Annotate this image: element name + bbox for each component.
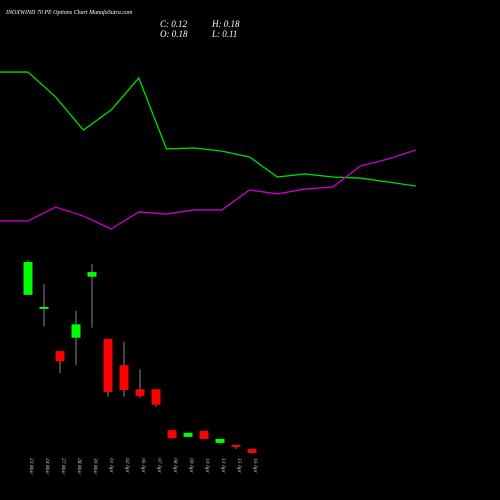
x-tick-label: 06 Apr <box>140 458 146 474</box>
candle-body <box>151 389 161 405</box>
x-tick-label: 09 Apr <box>188 458 194 474</box>
x-tick-label: 02 Apr <box>124 458 130 474</box>
x-tick-label: 01 Apr <box>108 458 114 474</box>
x-tick-label: 27 Mar <box>60 458 66 475</box>
x-tick-label: 16 Apr <box>252 458 258 474</box>
x-tick-label: 23 Mar <box>28 458 34 475</box>
chart-title: INOXWIND 70 PE Options Chart MunafaSutra… <box>5 9 133 16</box>
candle-body <box>119 365 129 390</box>
candle-body <box>135 389 145 397</box>
candle-body <box>71 324 81 338</box>
ohlc-label: C: 0.12 <box>160 19 188 29</box>
candle-body <box>215 438 225 443</box>
indicator-line <box>0 71 416 187</box>
candle-body <box>87 272 97 277</box>
candle-body <box>39 306 49 309</box>
candle-body <box>247 448 257 453</box>
ohlc-label: H: 0.18 <box>211 19 240 29</box>
candle-body <box>23 262 33 295</box>
candle-body <box>167 430 177 439</box>
candle-body <box>183 432 193 437</box>
indicator-line <box>0 149 417 230</box>
x-tick-label: 13 Apr <box>220 458 226 474</box>
candle-body <box>103 339 113 392</box>
candle-body <box>231 444 241 447</box>
ohlc-label: O: 0.18 <box>160 29 188 39</box>
candle-body <box>199 430 209 439</box>
x-tick-label: 10 Apr <box>204 458 210 474</box>
x-tick-label: 07 Apr <box>156 458 162 474</box>
x-tick-label: 08 Apr <box>172 458 178 474</box>
x-tick-label: 15 Apr <box>236 458 242 474</box>
x-tick-label: 24 Mar <box>44 458 51 475</box>
ohlc-label: L: 0.11 <box>211 29 237 39</box>
x-tick-label: 28 Mar <box>76 458 82 475</box>
candle-body <box>55 351 65 362</box>
x-tick-label: 30 Mar <box>92 457 98 475</box>
